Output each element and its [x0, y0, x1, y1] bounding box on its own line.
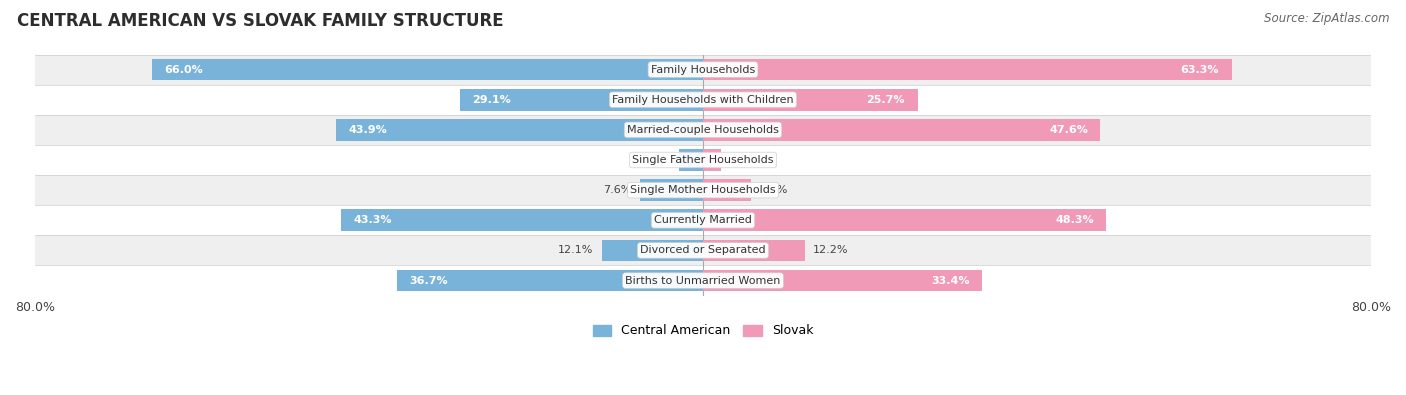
Bar	[460, 89, 703, 111]
Text: 2.9%: 2.9%	[643, 155, 671, 165]
Text: 33.4%: 33.4%	[931, 276, 969, 286]
Text: Family Households: Family Households	[651, 64, 755, 75]
Bar	[640, 179, 703, 201]
Bar	[703, 209, 1107, 231]
Text: Currently Married: Currently Married	[654, 215, 752, 225]
Text: 12.2%: 12.2%	[813, 245, 849, 256]
Text: 29.1%: 29.1%	[472, 95, 512, 105]
Bar	[35, 235, 1371, 265]
Bar	[336, 119, 703, 141]
Text: 25.7%: 25.7%	[866, 95, 905, 105]
Text: Family Households with Children: Family Households with Children	[612, 95, 794, 105]
Text: Births to Unmarried Women: Births to Unmarried Women	[626, 276, 780, 286]
Text: CENTRAL AMERICAN VS SLOVAK FAMILY STRUCTURE: CENTRAL AMERICAN VS SLOVAK FAMILY STRUCT…	[17, 12, 503, 30]
Bar	[342, 209, 703, 231]
Bar	[703, 149, 721, 171]
Text: Single Father Households: Single Father Households	[633, 155, 773, 165]
Text: Divorced or Separated: Divorced or Separated	[640, 245, 766, 256]
Bar	[703, 179, 751, 201]
Bar	[703, 89, 918, 111]
Text: Single Mother Households: Single Mother Households	[630, 185, 776, 195]
Text: 47.6%: 47.6%	[1049, 125, 1088, 135]
Text: Married-couple Households: Married-couple Households	[627, 125, 779, 135]
Text: 2.2%: 2.2%	[730, 155, 758, 165]
Bar	[602, 240, 703, 261]
Bar	[35, 115, 1371, 145]
Text: 7.6%: 7.6%	[603, 185, 631, 195]
Text: 48.3%: 48.3%	[1054, 215, 1094, 225]
Text: Source: ZipAtlas.com: Source: ZipAtlas.com	[1264, 12, 1389, 25]
Bar	[152, 59, 703, 81]
Text: 12.1%: 12.1%	[558, 245, 593, 256]
Bar	[35, 205, 1371, 235]
Bar	[703, 59, 1232, 81]
Text: 43.9%: 43.9%	[349, 125, 388, 135]
Text: 66.0%: 66.0%	[165, 64, 204, 75]
Text: 43.3%: 43.3%	[354, 215, 392, 225]
Bar	[35, 265, 1371, 295]
Bar	[679, 149, 703, 171]
Bar	[35, 85, 1371, 115]
Text: 63.3%: 63.3%	[1181, 64, 1219, 75]
Bar	[35, 55, 1371, 85]
Legend: Central American, Slovak: Central American, Slovak	[588, 320, 818, 342]
Bar	[396, 270, 703, 292]
Bar	[703, 240, 804, 261]
Text: 36.7%: 36.7%	[409, 276, 447, 286]
Bar	[35, 145, 1371, 175]
Bar	[35, 175, 1371, 205]
Text: 5.7%: 5.7%	[759, 185, 787, 195]
Bar	[703, 119, 1101, 141]
Bar	[703, 270, 981, 292]
